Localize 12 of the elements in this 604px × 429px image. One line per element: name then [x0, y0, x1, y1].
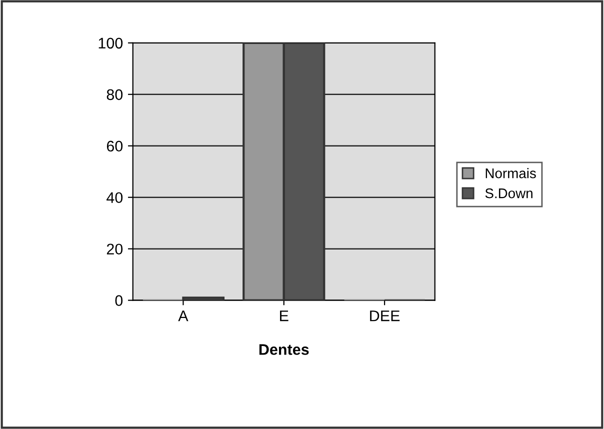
x-axis-title: Dentes — [259, 344, 309, 355]
y-tick-label: 20 — [106, 244, 123, 255]
y-tick-label: 0 — [115, 295, 123, 306]
x-tick-label: DEE — [370, 310, 400, 322]
y-tick-label: 100 — [98, 38, 123, 49]
x-tick-label: A — [178, 310, 188, 322]
x-tick-label: E — [280, 310, 288, 322]
y-tick-label: 60 — [106, 140, 123, 152]
legend-label: Normais — [486, 168, 536, 178]
legend-label: S.Down — [485, 188, 532, 198]
y-tick-label: 80 — [106, 89, 123, 100]
y-tick-label: 40 — [106, 192, 123, 204]
